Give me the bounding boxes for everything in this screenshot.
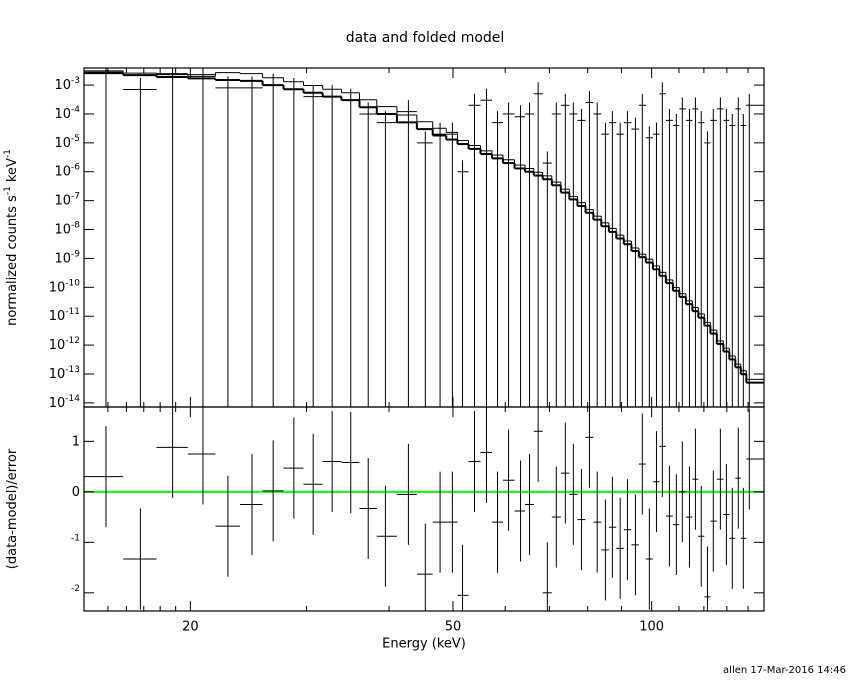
x-tick-label: 100 bbox=[639, 620, 664, 635]
y-tick-label: 10-13 bbox=[49, 364, 80, 381]
y-axis-label: (data-model)/error bbox=[5, 448, 20, 569]
y-tick-label: 10-14 bbox=[49, 393, 81, 410]
y-tick-label: 10-4 bbox=[54, 104, 80, 121]
panel-axes: -2 -1 0 1 20 50 100 bbox=[71, 406, 765, 635]
x-tick-label: 20 bbox=[182, 620, 199, 635]
credit: allen 17-Mar-2016 14:46 bbox=[723, 665, 846, 676]
y-tick-label: 10-9 bbox=[54, 249, 80, 266]
y-tick-label: -2 bbox=[71, 583, 80, 593]
y-tick-label: 0 bbox=[72, 484, 80, 499]
panel-plot-area bbox=[84, 68, 764, 407]
x-tick-label: 50 bbox=[445, 620, 462, 635]
y-tick-label: 10-11 bbox=[49, 307, 80, 324]
y-axis-label: normalized counts s-1 keV-1 bbox=[3, 149, 20, 326]
y-tick-label: 10-8 bbox=[54, 220, 80, 237]
chart-title: data and folded model bbox=[346, 30, 505, 46]
y-tick-label: 10-7 bbox=[54, 191, 80, 208]
panel-frame bbox=[83, 406, 765, 612]
y-tick-label: 10-6 bbox=[54, 162, 80, 179]
y-tick-label: 10-3 bbox=[54, 76, 80, 93]
x-axis-label: Energy (keV) bbox=[382, 637, 466, 652]
y-tick-label: 10-5 bbox=[54, 133, 80, 150]
y-tick-label: 10-10 bbox=[49, 278, 81, 295]
panel-plot-area bbox=[84, 407, 764, 611]
y-tick-label: 1 bbox=[72, 434, 80, 449]
y-tick-label: 10-12 bbox=[49, 336, 80, 353]
y-tick-label: -1 bbox=[71, 533, 80, 543]
